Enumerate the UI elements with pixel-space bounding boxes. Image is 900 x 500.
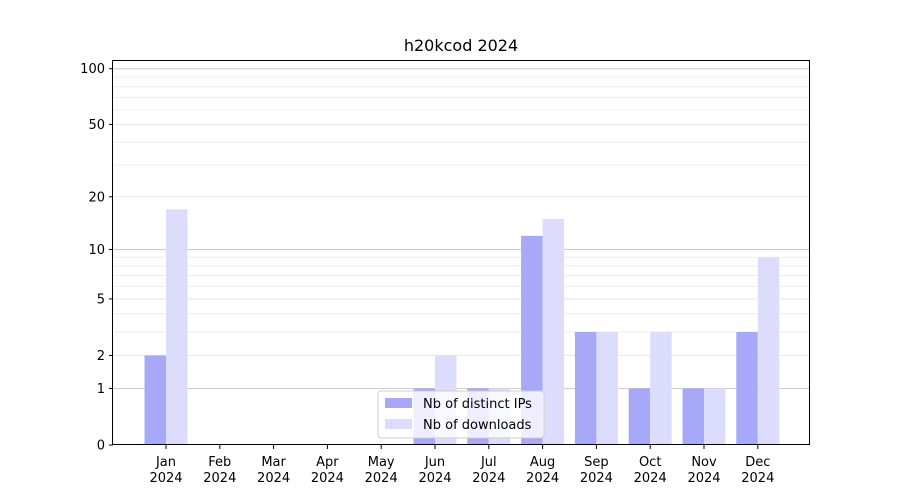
bar-downloads-dec xyxy=(757,257,780,445)
x-tick-label-month: Aug xyxy=(530,455,555,470)
y-axis: 0 1 2 5 10 20 50 100 xyxy=(80,62,113,454)
x-tick-label-year: 2024 xyxy=(741,471,774,486)
x-tick-label-month: Dec xyxy=(745,455,770,470)
x-tick-label-year: 2024 xyxy=(526,471,559,486)
x-tick-label-month: Mar xyxy=(261,455,286,470)
bar-downloads-aug xyxy=(542,218,565,445)
bar-downloads-oct xyxy=(650,331,672,445)
x-tick-label-month: Sep xyxy=(584,455,609,470)
y-tick-label: 10 xyxy=(88,243,105,258)
y-tick-label: 2 xyxy=(97,349,105,364)
bar-downloads-jan xyxy=(166,209,188,445)
x-tick-label-month: Oct xyxy=(639,455,661,470)
y-tick-label: 1 xyxy=(97,382,105,397)
bar-distinct-ips-jan xyxy=(144,355,166,445)
x-tick-label-year: 2024 xyxy=(472,471,505,486)
x-tick-label-month: Apr xyxy=(316,455,339,470)
y-tick-label: 5 xyxy=(97,292,105,307)
x-tick-label-year: 2024 xyxy=(311,471,344,486)
x-tick-label-year: 2024 xyxy=(580,471,613,486)
x-tick-label-year: 2024 xyxy=(203,471,236,486)
legend-label: Nb of distinct IPs xyxy=(423,397,532,412)
bar-downloads-nov xyxy=(704,388,726,445)
legend-label: Nb of downloads xyxy=(423,418,532,433)
y-tick-label: 50 xyxy=(88,118,105,133)
legend-swatch xyxy=(385,419,412,429)
x-tick-label-year: 2024 xyxy=(418,471,451,486)
x-tick-label-year: 2024 xyxy=(149,471,182,486)
grid-lines xyxy=(113,68,809,389)
bar-downloads-sep xyxy=(596,331,618,445)
bar-distinct-ips-oct xyxy=(628,388,651,445)
x-tick-label-month: Jun xyxy=(424,455,445,470)
x-tick-label-year: 2024 xyxy=(687,471,720,486)
x-tick-label-month: May xyxy=(368,455,395,470)
x-tick-label-month: Nov xyxy=(691,455,717,470)
x-tick-label-year: 2024 xyxy=(365,471,398,486)
y-tick-label: 20 xyxy=(88,190,105,205)
x-tick-label-year: 2024 xyxy=(257,471,290,486)
x-axis: Jan2024Feb2024Mar2024Apr2024May2024Jun20… xyxy=(149,445,774,486)
x-tick-label-month: Feb xyxy=(208,455,231,470)
y-tick-label: 0 xyxy=(97,439,105,454)
chart-title: h20kcod 2024 xyxy=(404,36,518,55)
x-tick-label-year: 2024 xyxy=(634,471,667,486)
legend-swatch xyxy=(385,398,412,408)
legend: Nb of distinct IPs Nb of downloads xyxy=(377,390,545,439)
bar-distinct-ips-nov xyxy=(682,388,704,445)
plot-frame xyxy=(112,60,810,445)
y-tick-label: 100 xyxy=(80,62,105,77)
bar-distinct-ips-sep xyxy=(574,331,597,445)
legend-box xyxy=(377,390,545,439)
x-tick-label-month: Jul xyxy=(480,455,497,470)
bar-distinct-ips-dec xyxy=(736,331,758,445)
x-tick-label-month: Jan xyxy=(155,455,176,470)
